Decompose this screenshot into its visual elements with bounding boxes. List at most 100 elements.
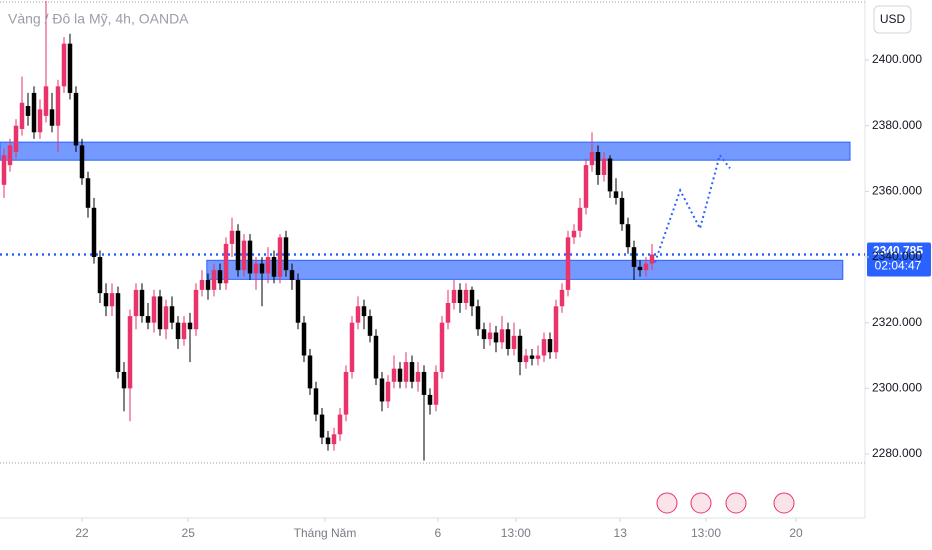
candle-body bbox=[475, 306, 481, 330]
candle-body bbox=[367, 316, 373, 336]
candle-body bbox=[271, 257, 277, 277]
x-tick-label: 6 bbox=[434, 526, 441, 540]
event-flag[interactable] bbox=[773, 492, 795, 514]
currency-label[interactable]: USD bbox=[880, 12, 906, 26]
candle-body bbox=[91, 207, 97, 258]
candle-body bbox=[301, 322, 307, 356]
candle-body bbox=[55, 86, 61, 126]
candle-body bbox=[79, 145, 85, 179]
candle-body bbox=[43, 86, 49, 116]
candle-body bbox=[319, 414, 325, 438]
event-flag[interactable] bbox=[690, 492, 712, 514]
candle-body bbox=[283, 237, 289, 271]
candle-body bbox=[313, 388, 319, 415]
candle-body bbox=[631, 247, 637, 267]
candle-body bbox=[325, 437, 331, 445]
candle-body bbox=[37, 109, 43, 133]
candle-body bbox=[625, 224, 631, 248]
y-tick-label: 2400.000 bbox=[872, 52, 922, 66]
candle-body bbox=[13, 125, 19, 152]
candle-body bbox=[397, 368, 403, 382]
candle-body bbox=[139, 289, 145, 317]
y-tick-label: 2280.000 bbox=[872, 446, 922, 460]
candle-body bbox=[295, 280, 301, 323]
candle-body bbox=[133, 289, 139, 317]
candle-body bbox=[469, 289, 475, 307]
candle-body bbox=[337, 414, 343, 435]
candle-body bbox=[463, 289, 469, 303]
candle-body bbox=[163, 306, 169, 330]
candle-body bbox=[289, 270, 295, 281]
y-tick-label: 2380.000 bbox=[872, 118, 922, 132]
event-flag[interactable] bbox=[725, 492, 747, 514]
candle-body bbox=[583, 165, 589, 208]
event-flag[interactable] bbox=[656, 492, 678, 514]
y-tick-label: 2320.000 bbox=[872, 315, 922, 329]
candle-body bbox=[643, 263, 649, 271]
candle-body bbox=[385, 381, 391, 402]
candle-body bbox=[511, 335, 517, 349]
candle-body bbox=[199, 280, 205, 290]
candle-body bbox=[637, 266, 643, 271]
zones bbox=[0, 141, 851, 280]
candle-body bbox=[181, 322, 187, 340]
candle-body bbox=[259, 263, 265, 274]
candle-body bbox=[49, 109, 55, 126]
candle-body bbox=[61, 43, 67, 87]
candle-body bbox=[7, 145, 13, 166]
candle-body bbox=[205, 280, 211, 290]
candle-body bbox=[493, 332, 499, 343]
candle-body bbox=[187, 322, 193, 330]
candle-body bbox=[355, 306, 361, 323]
projection-path bbox=[654, 153, 731, 263]
candle-body bbox=[121, 371, 127, 389]
candle-body bbox=[439, 322, 445, 372]
candle-body bbox=[427, 394, 433, 405]
candle-body bbox=[343, 371, 349, 415]
candle-body bbox=[73, 92, 79, 146]
candle-body bbox=[601, 158, 607, 175]
candle-body bbox=[433, 371, 439, 405]
candle-body bbox=[361, 306, 367, 317]
x-tick-label: 13:00 bbox=[691, 526, 721, 540]
candle-body bbox=[373, 335, 379, 379]
candle-body bbox=[457, 289, 463, 303]
candle-body bbox=[571, 230, 577, 238]
currency-button[interactable] bbox=[873, 5, 912, 34]
candle-body bbox=[331, 434, 337, 445]
candle-body bbox=[169, 306, 175, 323]
x-tick-label: 20 bbox=[789, 526, 803, 540]
candle-body bbox=[193, 289, 199, 330]
candle-body bbox=[19, 102, 25, 130]
candle-body bbox=[415, 371, 421, 382]
candle-body bbox=[277, 237, 283, 277]
candle-body bbox=[589, 151, 595, 166]
x-tick-label: 22 bbox=[75, 526, 89, 540]
candle-body bbox=[649, 254, 655, 264]
price-label: 2340.785 bbox=[873, 244, 923, 258]
chart-title: Vàng / Đô la Mỹ, 4h, OANDA bbox=[8, 11, 189, 27]
candle-body bbox=[175, 322, 181, 340]
candle-body bbox=[349, 322, 355, 372]
candle-body bbox=[445, 302, 451, 323]
zone bbox=[206, 259, 844, 280]
y-tick-label: 2340.000 bbox=[872, 249, 922, 263]
candle-body bbox=[223, 243, 229, 284]
y-tick-label: 2300.000 bbox=[872, 381, 922, 395]
x-tick-label: 13:00 bbox=[501, 526, 531, 540]
candle-body bbox=[451, 289, 457, 303]
candle-body bbox=[553, 306, 559, 353]
candle-body bbox=[25, 106, 31, 116]
candle-body bbox=[409, 362, 415, 382]
candle-body bbox=[241, 240, 247, 271]
candle-body bbox=[517, 335, 523, 363]
candle-body bbox=[145, 316, 151, 323]
candle-body bbox=[505, 329, 511, 349]
candle-body bbox=[421, 371, 427, 395]
candle-body bbox=[529, 355, 535, 359]
price-label-box bbox=[867, 242, 931, 277]
candle-body bbox=[547, 339, 553, 353]
candle-body bbox=[535, 355, 541, 359]
candle-body bbox=[613, 191, 619, 198]
